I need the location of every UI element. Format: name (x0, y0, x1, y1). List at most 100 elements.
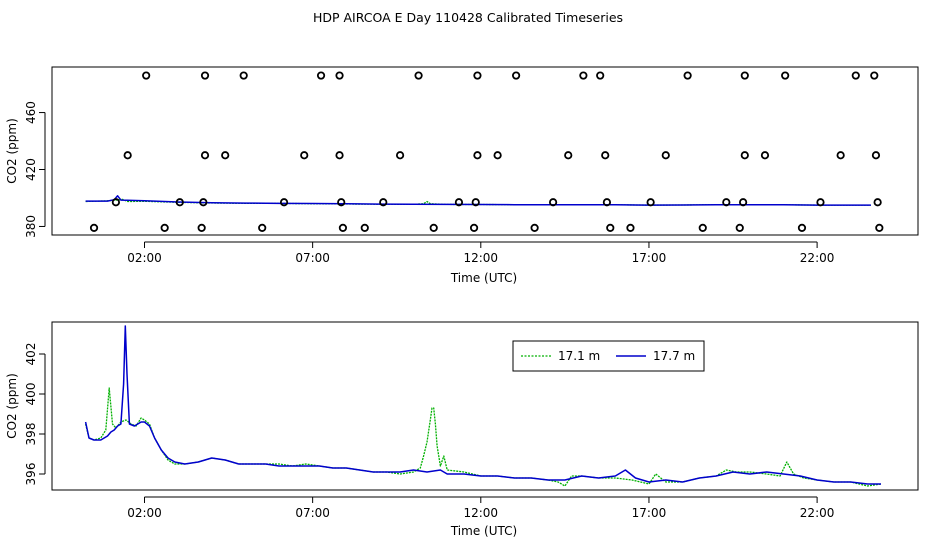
top-y-axis: 380 420 460 (24, 101, 46, 238)
top-data-point (661, 151, 670, 160)
top-data-point (870, 71, 879, 80)
top-data-point (873, 198, 882, 207)
top-data-point (683, 71, 692, 80)
top-data-point (816, 198, 825, 207)
top-data-point (199, 198, 208, 207)
top-data-point (160, 223, 169, 232)
top-data-point (316, 71, 326, 80)
top-data-point (89, 223, 99, 232)
bottom-y-tick-label: 400 (24, 383, 38, 406)
top-data-point (454, 198, 464, 207)
top-data-point (722, 198, 731, 207)
top-x-tick-label: 02:00 (127, 251, 162, 265)
top-x-axis-label: Time (UTC) (450, 271, 517, 285)
top-data-point (335, 71, 344, 80)
top-x-tick-label: 12:00 (463, 251, 498, 265)
top-data-point (429, 223, 438, 232)
bottom-x-tick-label: 22:00 (800, 506, 835, 520)
legend: 17.1 m 17.7 m (512, 340, 705, 372)
top-data-point (549, 198, 558, 207)
top-data-point (875, 223, 884, 232)
top-data-point (606, 223, 615, 232)
top-data-point (836, 151, 845, 160)
top-data-point (473, 71, 482, 80)
top-data-point (239, 71, 248, 80)
top-x-axis: 02:00 07:00 12:00 17:00 22:00 (127, 241, 835, 265)
top-data-point (797, 223, 807, 232)
legend-box (512, 340, 705, 372)
top-data-point (601, 151, 610, 160)
top-data-point (200, 151, 210, 160)
bottom-y-axis: 396 398 400 402 (24, 343, 46, 486)
top-y-tick-label: 460 (24, 101, 38, 124)
top-data-point (337, 198, 346, 207)
legend-label-17-7m: 17.7 m (653, 349, 695, 363)
top-data-point (698, 223, 707, 232)
top-x-tick-label: 17:00 (632, 251, 667, 265)
top-data-point (469, 223, 479, 232)
top-data-point (851, 71, 860, 80)
top-data-point (471, 198, 480, 207)
bottom-panel: 02:00 07:00 12:00 17:00 22:00 396 398 400 402 T… (5, 321, 919, 538)
top-data-point (175, 198, 184, 207)
top-x-tick-label: 22:00 (800, 251, 835, 265)
bottom-y-tick-label: 396 (24, 463, 38, 486)
bottom-y-axis-label: CO2 (ppm) (5, 373, 19, 439)
top-x-tick-label: 07:00 (295, 251, 330, 265)
top-data-point (530, 223, 539, 232)
top-series-blue-line (85, 195, 871, 206)
top-data-point (735, 223, 744, 232)
bottom-x-tick-label: 17:00 (632, 506, 667, 520)
top-data-point (258, 223, 267, 232)
top-data-point (379, 198, 388, 207)
page-title: HDP AIRCOA E Day 110428 Calibrated Times… (313, 10, 623, 25)
top-panel: 02:00 07:00 12:00 17:00 22:00 380 420 460 Time… (5, 66, 919, 285)
top-data-point (781, 71, 790, 80)
top-data-point (760, 151, 770, 160)
top-data-point (473, 151, 482, 160)
top-data-point (602, 198, 612, 207)
top-data-point (395, 151, 405, 160)
top-data-point (871, 151, 881, 160)
bottom-series-green-line (84, 387, 882, 487)
bottom-x-tick-label: 02:00 (127, 506, 162, 520)
bottom-y-tick-label: 398 (24, 423, 38, 446)
top-data-point (197, 223, 206, 232)
top-data-point (493, 151, 502, 160)
bottom-x-tick-label: 07:00 (295, 506, 330, 520)
top-data-point (739, 198, 748, 207)
top-data-point (200, 71, 210, 80)
top-data-point (646, 198, 655, 207)
bottom-plot-area (84, 325, 882, 487)
legend-label-17-1m: 17.1 m (558, 349, 600, 363)
top-plot-area (85, 71, 884, 232)
top-data-point (740, 151, 749, 160)
top-data-point (123, 151, 132, 160)
top-data-point (596, 71, 605, 80)
bottom-y-tick-label: 402 (24, 343, 38, 366)
bottom-x-axis-label: Time (UTC) (450, 524, 517, 538)
top-data-point (626, 223, 635, 232)
top-y-tick-label: 420 (24, 158, 38, 181)
top-data-point (579, 71, 588, 80)
top-data-point (142, 71, 151, 80)
top-data-point (564, 151, 573, 160)
top-data-point (221, 151, 230, 160)
bottom-series-blue-line (84, 325, 881, 485)
bottom-plot-box (51, 321, 919, 491)
top-data-point (512, 71, 521, 80)
top-y-tick-label: 380 (24, 215, 38, 238)
top-series-green-line (85, 198, 871, 206)
top-data-point (338, 223, 348, 232)
bottom-x-axis: 02:00 07:00 12:00 17:00 22:00 (127, 496, 835, 520)
top-data-point (335, 151, 344, 160)
top-data-point (279, 198, 289, 207)
bottom-x-tick-label: 12:00 (463, 506, 498, 520)
top-data-point (414, 71, 423, 80)
top-plot-box (51, 66, 919, 236)
top-data-point (740, 71, 749, 80)
top-data-point (360, 223, 369, 232)
top-data-point (111, 198, 120, 207)
top-y-axis-label: CO2 (ppm) (5, 118, 19, 184)
